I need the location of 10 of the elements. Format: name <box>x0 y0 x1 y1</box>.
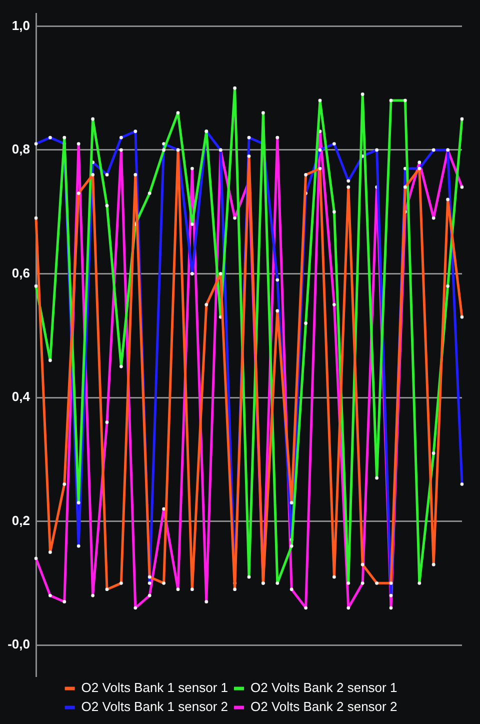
legend-label: O2 Volts Bank 2 sensor 1 <box>250 680 398 696</box>
y-tick-label: 0,4 <box>12 389 31 404</box>
y-tick-label: 0,6 <box>12 265 30 280</box>
y-tick-label: 0,2 <box>12 512 30 528</box>
legend-label: O2 Volts Bank 1 sensor 1 <box>81 680 228 696</box>
y-tick-label: 1,0 <box>12 18 30 33</box>
legend-label: O2 Volts Bank 2 sensor 2 <box>250 699 398 714</box>
y-tick-label: 0,8 <box>12 142 30 157</box>
legend-label: O2 Volts Bank 1 sensor 2 <box>81 699 228 714</box>
y-tick-label: -0,0 <box>8 636 30 652</box>
